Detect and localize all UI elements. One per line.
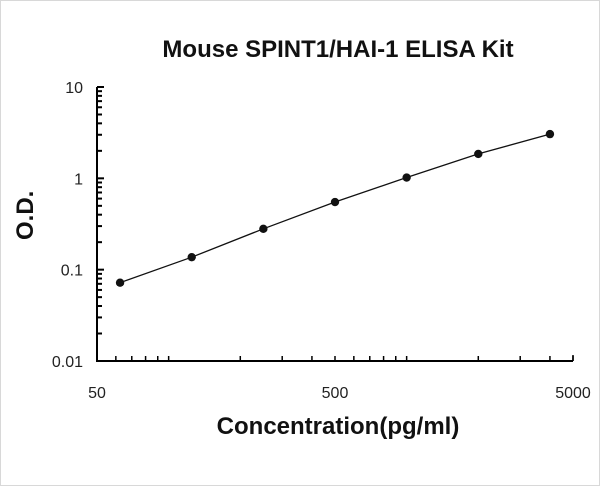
data-point — [402, 173, 411, 182]
x-axis-label: Concentration(pg/ml) — [216, 413, 460, 440]
axes — [96, 87, 573, 362]
x-tick-label: 500 — [322, 385, 349, 402]
x-axis-ticks: 50 500 5000 — [88, 355, 591, 402]
y-axis-ticks: 10 1 0.1 0.01 — [52, 80, 104, 371]
data-point — [115, 278, 125, 287]
y-tick-label: 0.1 — [61, 263, 83, 280]
x-tick-label: 50 — [88, 385, 106, 402]
y-tick-label: 1 — [74, 171, 83, 188]
data-point — [330, 197, 340, 207]
data-point — [474, 149, 483, 159]
y-tick-label: 10 — [65, 80, 83, 97]
data-series — [115, 129, 555, 287]
data-point — [187, 252, 196, 262]
y-tick-label: 0.01 — [52, 354, 83, 371]
curve-line — [119, 133, 551, 284]
data-point — [545, 129, 555, 139]
x-tick-label: 5000 — [555, 385, 591, 402]
data-point — [259, 224, 268, 234]
chart-title: Mouse SPINT1/HAI-1 ELISA Kit — [162, 36, 514, 63]
